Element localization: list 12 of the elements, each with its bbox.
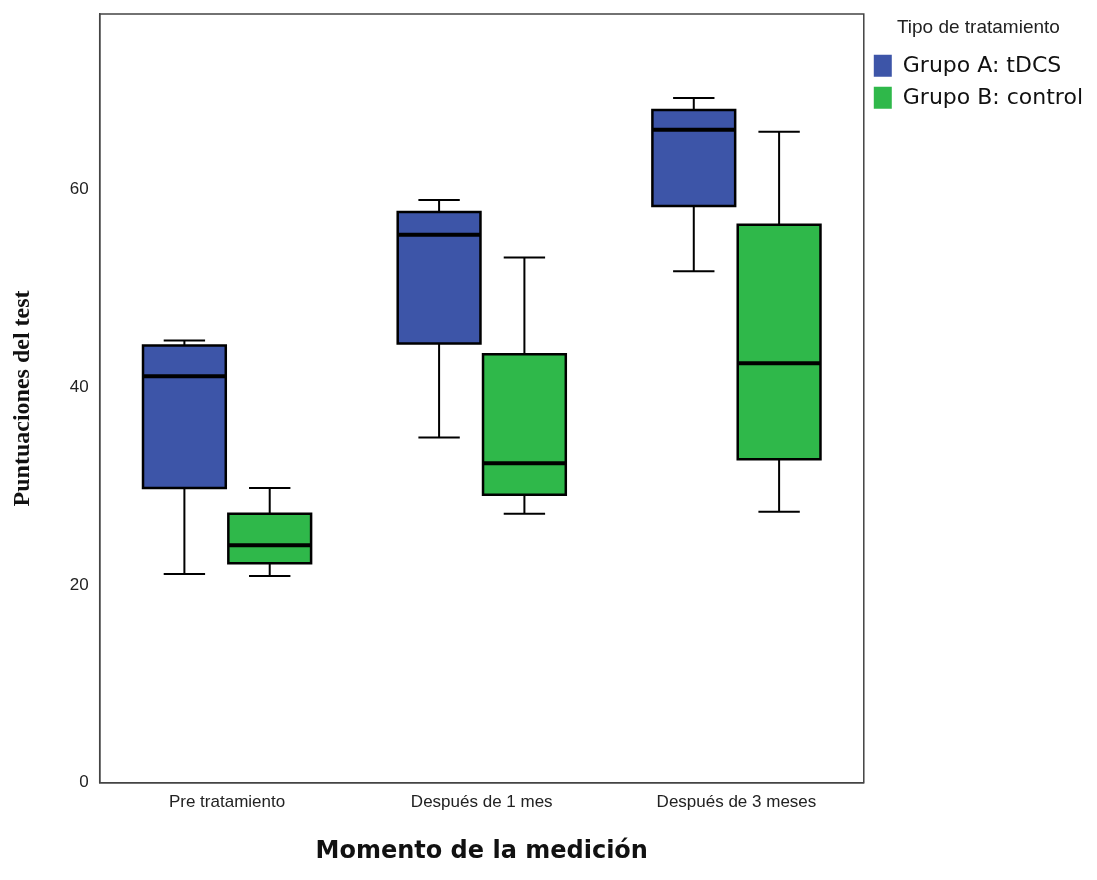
legend-label: Grupo A: tDCS	[902, 51, 1062, 77]
y-tick-label: 20	[69, 574, 89, 594]
x-tick-label: Después de 1 mes	[410, 791, 553, 811]
y-axis-title: Puntuaciones del test	[7, 290, 34, 507]
x-tick-label: Después de 3 meses	[656, 791, 817, 811]
y-tick-label: 60	[69, 178, 89, 198]
legend-title: Tipo de tratamiento	[896, 15, 1060, 37]
y-tick-label: 0	[79, 772, 89, 792]
x-axis-title: Momento de la medición	[315, 835, 648, 864]
x-tick-label: Pre tratamiento	[168, 791, 286, 811]
legend-label: Grupo B: control	[902, 83, 1084, 109]
y-tick-label: 40	[69, 376, 89, 396]
